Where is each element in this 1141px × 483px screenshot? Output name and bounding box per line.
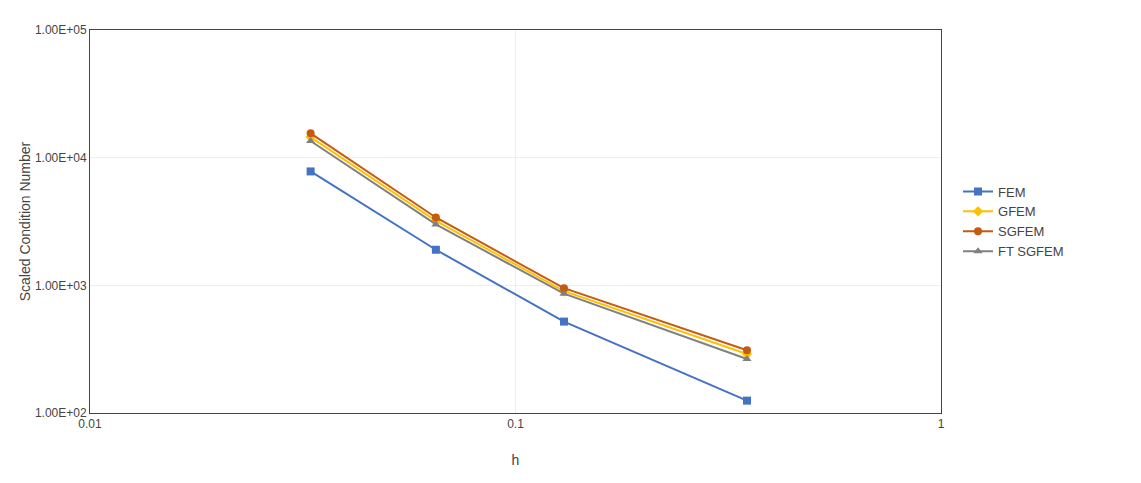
svg-text:1: 1 (938, 417, 945, 431)
svg-text:0.1: 0.1 (507, 417, 524, 431)
svg-text:SGFEM: SGFEM (998, 224, 1044, 239)
svg-text:FEM: FEM (998, 185, 1025, 200)
svg-text:0.01: 0.01 (78, 417, 102, 431)
svg-text:1.00E+05: 1.00E+05 (35, 23, 87, 37)
svg-text:1.00E+02: 1.00E+02 (35, 406, 87, 420)
svg-text:h: h (512, 452, 520, 468)
svg-text:FT SGFEM: FT SGFEM (998, 244, 1063, 259)
svg-text:1.00E+04: 1.00E+04 (35, 151, 87, 165)
svg-text:1.00E+03: 1.00E+03 (35, 279, 87, 293)
svg-text:Scaled Condition Number: Scaled Condition Number (17, 141, 33, 301)
svg-text:GFEM: GFEM (998, 204, 1036, 219)
